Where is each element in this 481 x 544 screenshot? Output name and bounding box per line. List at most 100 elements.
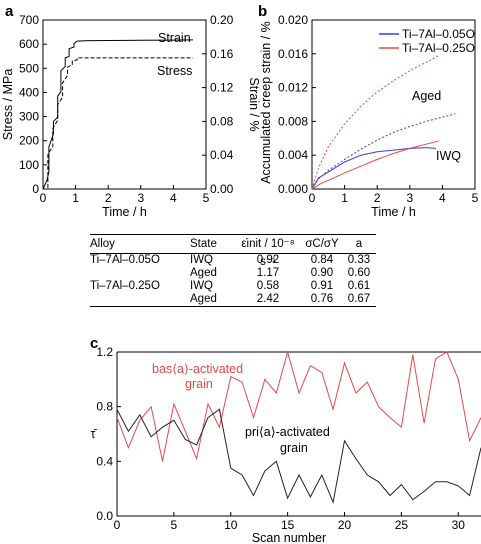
cell-a: 0.61 — [347, 280, 371, 292]
y-axis-label: Stress / MPa — [1, 69, 15, 141]
header-alloy: Alloy — [90, 238, 115, 250]
panel-c: c 0 5 10 15 20 25 30 0.0 0.4 0.8 1.2 Scan number τ̄ ba… — [90, 335, 481, 544]
table-row: Aged 1.17 0.90 0.60 — [90, 267, 376, 280]
plot-frame — [42, 19, 207, 190]
y2-tick-label: 0.12 — [210, 81, 234, 95]
y-tick-label: 400 — [19, 85, 39, 99]
strain-line — [42, 39, 194, 190]
x-tick-label: 2 — [105, 191, 112, 205]
y2-tick-label: 0.16 — [210, 47, 234, 61]
y-tick-label: 0 — [32, 182, 39, 196]
cell-a: 0.67 — [347, 293, 371, 305]
x-tick-label: 4 — [439, 191, 446, 205]
y-tick-label: 300 — [19, 110, 39, 124]
header-strain-rate: ε̇init / 10⁻⁸ s⁻¹ — [241, 238, 295, 268]
annotation-pri-line1: pri⟨a⟩-activated — [245, 425, 330, 439]
panel-label-c: c — [90, 335, 98, 352]
x-tick-label: 0 — [40, 191, 47, 205]
panel-a: a 0 1 2 3 4 5 0 100 200 300 400 500 600 700 0.00 0.04 0.0… — [1, 3, 261, 219]
x-tick-label: 0 — [114, 518, 121, 532]
y-tick-label: 0.016 — [278, 47, 308, 61]
cell-strain-rate: 1.17 — [256, 267, 280, 279]
cell-state: Aged — [190, 267, 217, 279]
x-tick-label: 10 — [224, 518, 238, 532]
y-tick-label: 0.4 — [96, 454, 113, 468]
header-state: State — [190, 238, 217, 250]
table-header: Alloy State ε̇init / 10⁻⁸ s⁻¹ σC/σY a — [90, 234, 376, 268]
y-tick-label: 0.0 — [96, 509, 113, 523]
y2-tick-label: 0.00 — [210, 182, 234, 196]
x-axis-label: Scan number — [252, 531, 326, 544]
cell-a: 0.60 — [347, 267, 371, 279]
cell-strain-rate: 2.42 — [256, 293, 280, 305]
y-tick-label: 500 — [19, 61, 39, 75]
y2-tick-label: 0.04 — [210, 148, 234, 162]
x-tick-label: 5 — [171, 518, 178, 532]
x-tick-label: 1 — [341, 191, 348, 205]
cell-stress-ratio: 0.90 — [310, 267, 334, 279]
cell-a: 0.33 — [347, 254, 371, 266]
annotation-strain: Strain — [158, 31, 191, 45]
series-0.05O-aged — [311, 113, 456, 190]
creep-table: Alloy State ε̇init / 10⁻⁸ s⁻¹ σC/σY a Ti… — [90, 234, 376, 307]
x-tick-label: 3 — [406, 191, 413, 205]
header-stress-ratio: σC/σY — [305, 238, 339, 250]
series-pri-activated — [116, 408, 481, 505]
x-tick-label: 5 — [472, 191, 479, 205]
x-tick-label: 25 — [395, 518, 409, 532]
series-0.05O-iwq — [311, 147, 436, 190]
y2-tick-label: 0.08 — [210, 114, 234, 128]
y-tick-label: 100 — [19, 158, 39, 172]
table-body: Ti–7Al–0.05O IWQ 0.92 0.84 0.33 Aged 1.17 0.90 0… — [90, 254, 376, 307]
y-tick-label: 600 — [19, 37, 39, 51]
x-tick-label: 0 — [309, 191, 316, 205]
header-a: a — [355, 238, 363, 250]
legend-label: Ti–7Al–0.05O — [402, 27, 475, 41]
y-tick-label: 0.008 — [278, 114, 308, 128]
cell-state: Aged — [190, 293, 217, 305]
stress-line — [43, 57, 193, 190]
cell-strain-rate: 0.92 — [256, 254, 280, 266]
annotation-pri-line2: grain — [280, 441, 308, 455]
cell-stress-ratio: 0.84 — [310, 254, 334, 266]
cell-alloy: Ti–7Al–0.05O — [90, 254, 160, 266]
cell-state: IWQ — [190, 280, 213, 292]
x-tick-label: 15 — [281, 518, 295, 532]
y-tick-label: 0.000 — [278, 182, 308, 196]
y-tick-label: 0.012 — [278, 81, 308, 95]
x-tick-label: 20 — [338, 518, 352, 532]
x-tick-label: 3 — [137, 191, 144, 205]
x-axis-label: Time / h — [102, 205, 147, 219]
cell-stress-ratio: 0.91 — [310, 280, 334, 292]
table-row: Ti–7Al–0.05O IWQ 0.92 0.84 0.33 — [90, 254, 376, 267]
x-tick-label: 2 — [374, 191, 381, 205]
panel-b: b 0 1 2 3 4 5 0.000 0.004 0.008 0.012 0.016 0.020 Tim… — [258, 3, 479, 219]
legend-label: Ti–7Al–0.25O — [402, 41, 475, 55]
y-tick-label: 0.004 — [278, 148, 308, 162]
cell-strain-rate: 0.58 — [256, 280, 280, 292]
cell-alloy: Ti–7Al–0.25O — [90, 280, 160, 292]
annotation-bas-line1: bas⟨a⟩-activated — [152, 362, 243, 376]
series-bas-activated — [116, 350, 481, 462]
y-axis-label: Accumulated creep strain / % — [259, 21, 273, 184]
y-axis-label: τ̄ — [91, 427, 98, 441]
x-tick-label: 4 — [170, 191, 177, 205]
cell-state: IWQ — [190, 254, 213, 266]
panel-label-b: b — [258, 3, 267, 20]
panel-label-a: a — [5, 3, 14, 20]
y-tick-label: 1.2 — [96, 345, 113, 359]
series-0.25O-iwq — [311, 140, 440, 190]
y-tick-label: 0.8 — [96, 400, 113, 414]
table-row: Ti–7Al–0.25O IWQ 0.58 0.91 0.61 — [90, 280, 376, 293]
table-row: Aged 2.42 0.76 0.67 — [90, 293, 376, 307]
annotation-stress: Stress — [157, 64, 192, 78]
y-tick-label: 700 — [19, 13, 39, 27]
annotation-bas-line2: grain — [185, 377, 213, 391]
y-tick-label: 0.020 — [278, 13, 308, 27]
annotation-aged: Aged — [412, 89, 441, 103]
y-tick-label: 200 — [19, 134, 39, 148]
x-axis-label: Time / h — [371, 205, 416, 219]
x-tick-label: 5 — [203, 191, 210, 205]
y2-axis-label: Strain / % — [247, 77, 261, 131]
